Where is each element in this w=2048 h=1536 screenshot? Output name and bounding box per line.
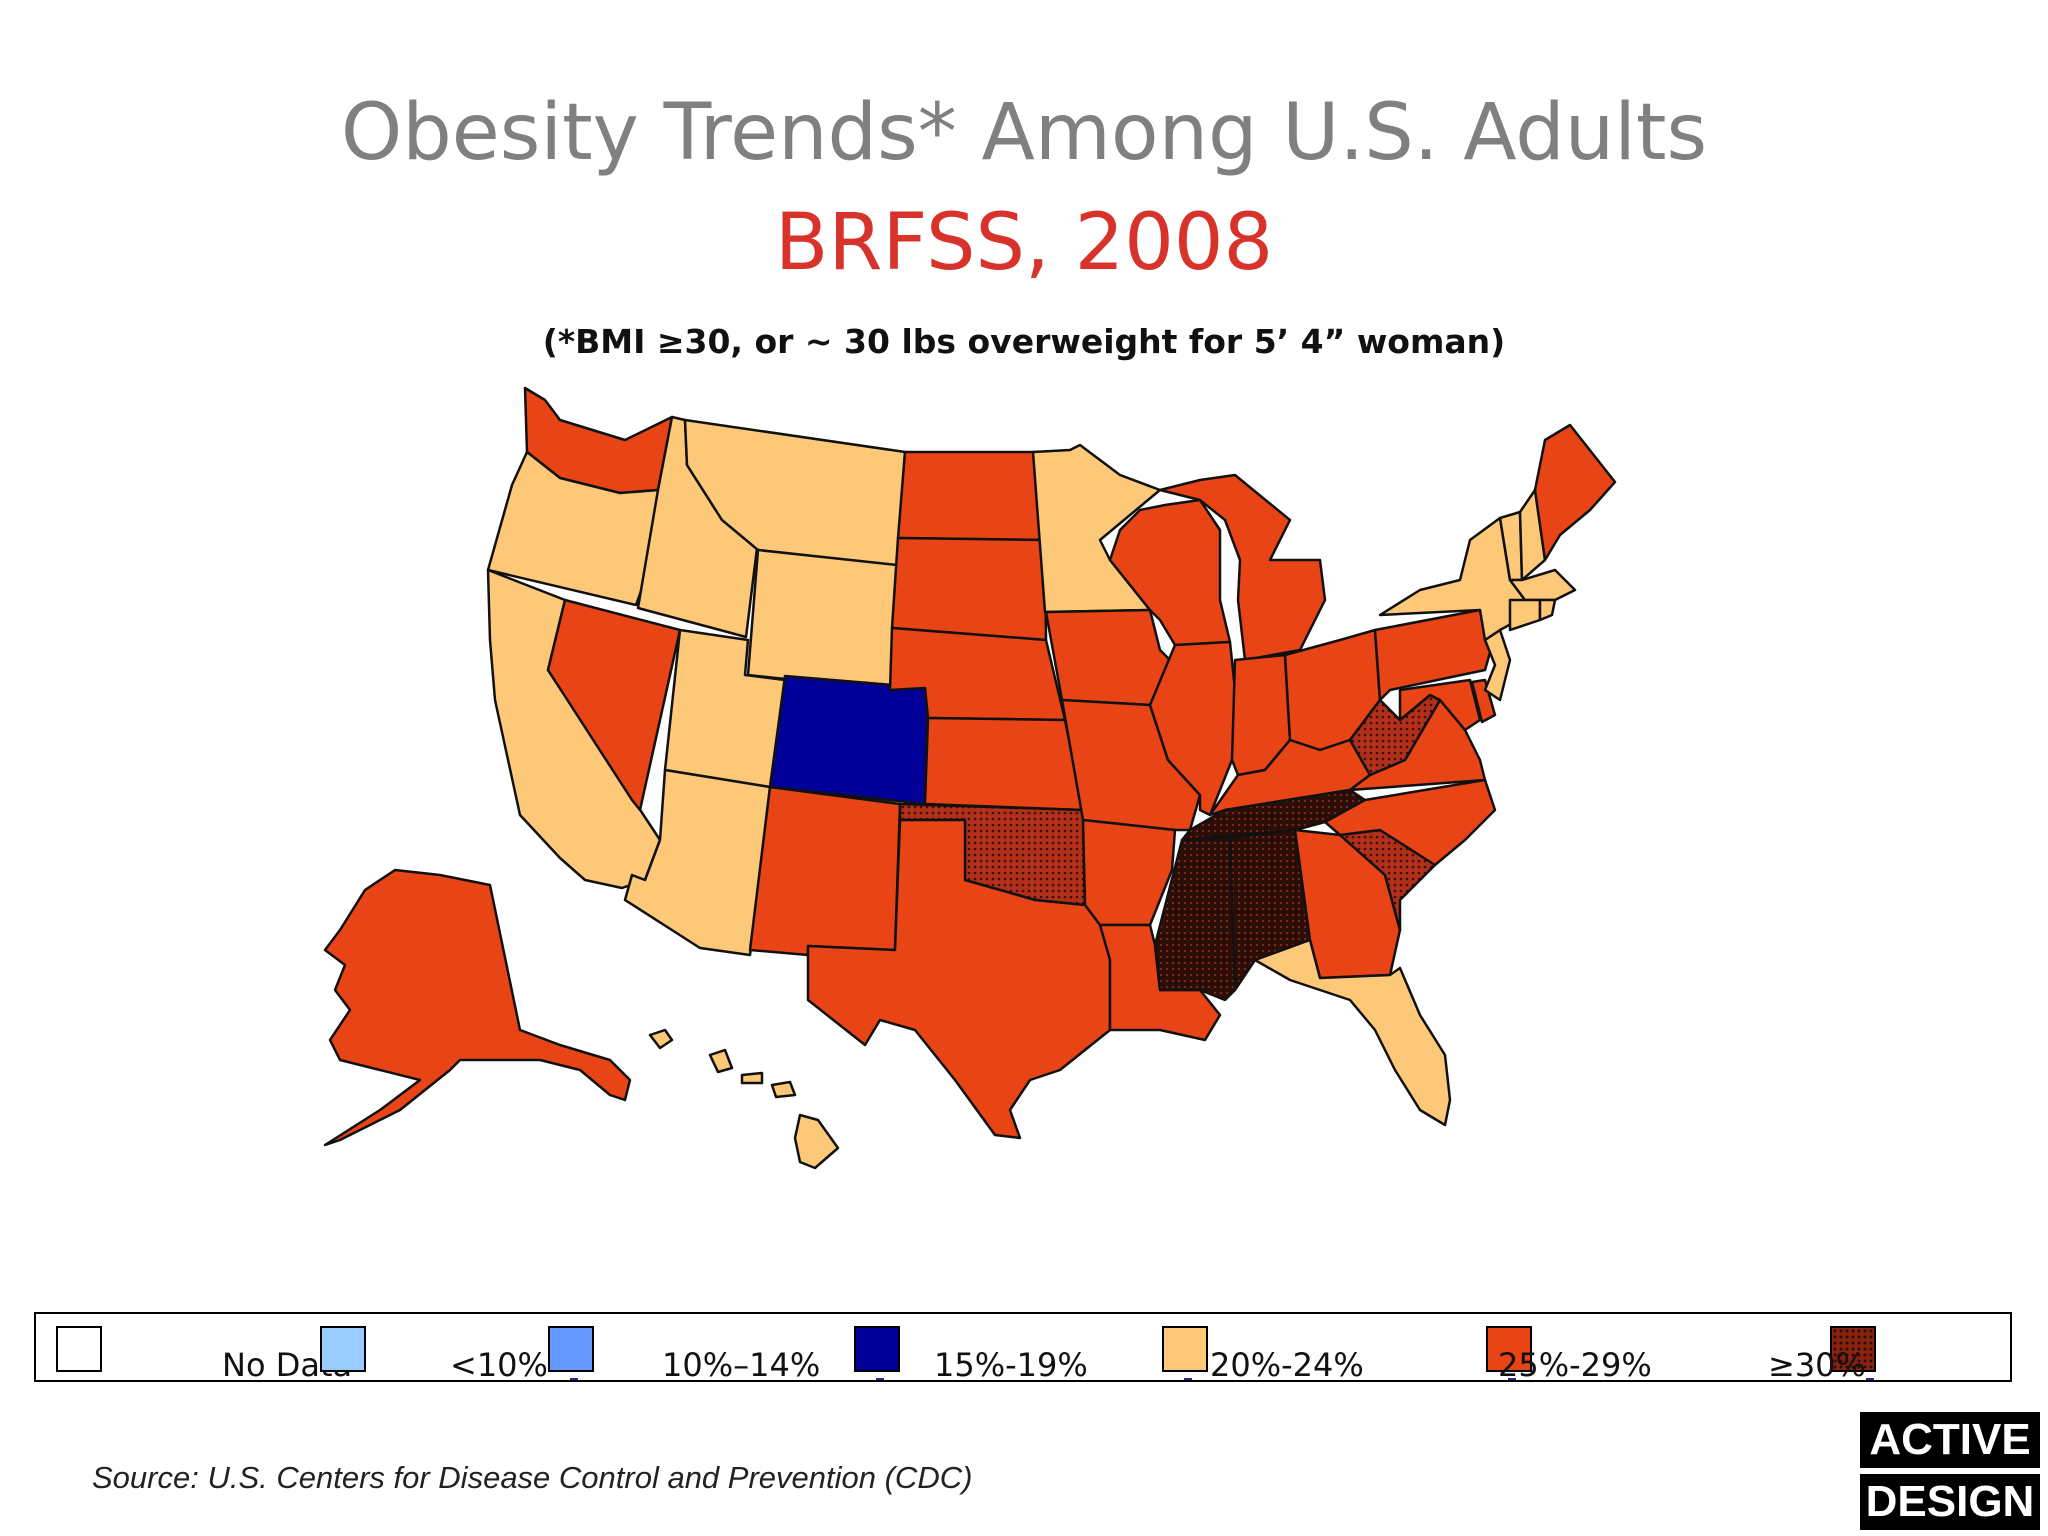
legend <box>34 1312 2012 1382</box>
state-wi <box>1108 498 1232 647</box>
state-ct <box>1508 598 1542 632</box>
state-nv <box>546 598 682 812</box>
legend-label: 15%-19% <box>934 1346 1088 1384</box>
state-nj <box>1483 628 1512 702</box>
state-ks <box>923 716 1085 812</box>
state-la <box>1098 923 1222 1042</box>
legend-label: 20%-24% <box>1210 1346 1364 1384</box>
state-nd <box>896 450 1047 542</box>
state-tx <box>806 818 1112 1140</box>
legend-swatch <box>548 1326 594 1372</box>
legend-swatch <box>1830 1326 1876 1372</box>
legend-dash <box>876 1378 884 1380</box>
active-design-logo: ACTIVE DESIGN <box>1860 1412 2040 1536</box>
legend-dash <box>570 1378 578 1380</box>
state-mi <box>1158 473 1327 662</box>
state-fl <box>1253 938 1452 1127</box>
source-note: Source: U.S. Centers for Disease Control… <box>92 1460 973 1495</box>
legend-swatch <box>1162 1326 1208 1372</box>
legend-label: 25%-29% <box>1498 1346 1652 1384</box>
state-ri <box>1538 598 1557 622</box>
state-nm <box>748 785 902 957</box>
legend-swatch <box>56 1326 102 1372</box>
legend-swatch <box>1486 1326 1532 1372</box>
page-subtitle: BRFSS, 2008 <box>774 198 1274 288</box>
state-de <box>1470 678 1497 724</box>
state-il <box>1148 640 1237 817</box>
legend-swatch <box>320 1326 366 1372</box>
state-wy <box>746 548 899 692</box>
legend-label: 10%–14% <box>662 1346 821 1384</box>
state-me <box>1533 423 1617 562</box>
state-hi-2 <box>708 1048 734 1074</box>
page-title: Obesity Trends* Among U.S. Adults <box>340 88 1708 178</box>
state-ak <box>323 868 632 1147</box>
logo-line-1: ACTIVE <box>1860 1412 2040 1468</box>
state-ar <box>1081 818 1177 927</box>
state-sd <box>890 536 1048 642</box>
state-hi-4 <box>770 1080 797 1099</box>
legend-label: <10% <box>450 1346 548 1384</box>
bmi-note: (*BMI ≥30, or ~ 30 lbs overweight for 5’… <box>542 322 1506 361</box>
state-md <box>1398 678 1482 732</box>
state-co <box>768 674 930 806</box>
legend-dash <box>1866 1378 1874 1380</box>
state-hi-1 <box>648 1028 674 1050</box>
legend-label: ≥30% <box>1768 1346 1866 1384</box>
legend-dash <box>1508 1378 1516 1380</box>
state-hi-5 <box>793 1113 840 1170</box>
legend-dash <box>1184 1378 1192 1380</box>
state-hi-3 <box>740 1071 764 1085</box>
legend-swatch <box>854 1326 900 1372</box>
state-nc <box>1323 778 1497 867</box>
logo-line-2: DESIGN <box>1860 1474 2040 1530</box>
